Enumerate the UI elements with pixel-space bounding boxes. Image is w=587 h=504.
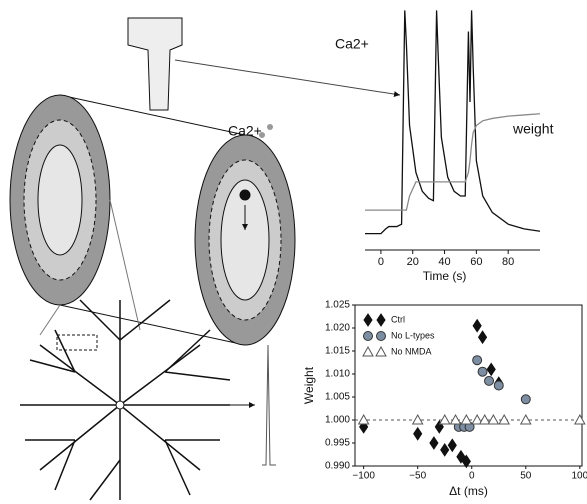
x-tick-label: 100 <box>571 471 587 482</box>
y-tick-label: 1.025 <box>325 300 350 311</box>
stdp-chart: 0.990 0.995 1.000 1.005 1.010 1.015 1.020 1.025… <box>302 300 587 499</box>
marker <box>377 332 386 341</box>
y-tick-label: 0.995 <box>325 438 350 449</box>
y-tick-label: 1.000 <box>325 415 350 426</box>
x-tick-label: 0 <box>469 471 475 482</box>
x-tick-label: 20 <box>407 256 419 268</box>
y-tick-label: 1.005 <box>325 392 350 403</box>
x-axis-label: Time (s) <box>423 269 467 283</box>
x-axis-label: Δt (ms) <box>449 484 488 498</box>
series-label: Ca2+ <box>335 36 369 52</box>
legend-label: Ctrl <box>391 314 405 324</box>
legend-label: No NMDA <box>391 346 432 356</box>
diagram-label: Ca2+ <box>228 123 262 139</box>
x-tick-label: 60 <box>470 256 482 268</box>
marker <box>494 381 503 390</box>
x-tick-label: −50 <box>409 471 426 482</box>
marker <box>364 314 372 326</box>
x-tick-label: 0 <box>378 256 384 268</box>
marker <box>478 367 487 376</box>
marker <box>377 314 385 326</box>
y-tick-label: 1.015 <box>325 346 350 357</box>
y-axis-label: Weight <box>302 366 316 404</box>
marker <box>479 331 487 343</box>
series-label: weight <box>512 121 554 137</box>
figure: Ca2+ 020406080Time (s)Ca2+weight 0.9900.… <box>0 0 587 504</box>
marker <box>448 439 456 451</box>
marker <box>441 444 449 456</box>
y-tick-label: 0.990 <box>325 461 350 472</box>
marker <box>430 437 438 449</box>
marker <box>575 415 585 424</box>
marker <box>376 347 386 356</box>
y-tick-label: 1.020 <box>325 323 350 334</box>
marker <box>473 356 482 365</box>
trace-chart: 0 20 40 60 80 Time (s) Ca2+ weight <box>335 10 554 283</box>
marker <box>521 395 530 404</box>
legend-label: No L-types <box>391 330 435 340</box>
plot-frame <box>355 305 582 466</box>
y-tick-label: 1.010 <box>325 369 350 380</box>
marker <box>485 376 494 385</box>
x-tick-label: 50 <box>520 471 532 482</box>
marker <box>487 363 495 375</box>
marker <box>414 428 422 440</box>
x-tick-label: 40 <box>438 256 450 268</box>
marker <box>364 332 373 341</box>
marker <box>363 347 373 356</box>
dendrite-diagram <box>10 18 400 500</box>
marker <box>473 320 481 332</box>
x-tick-label: −100 <box>352 471 375 482</box>
x-tick-label: 80 <box>502 256 514 268</box>
